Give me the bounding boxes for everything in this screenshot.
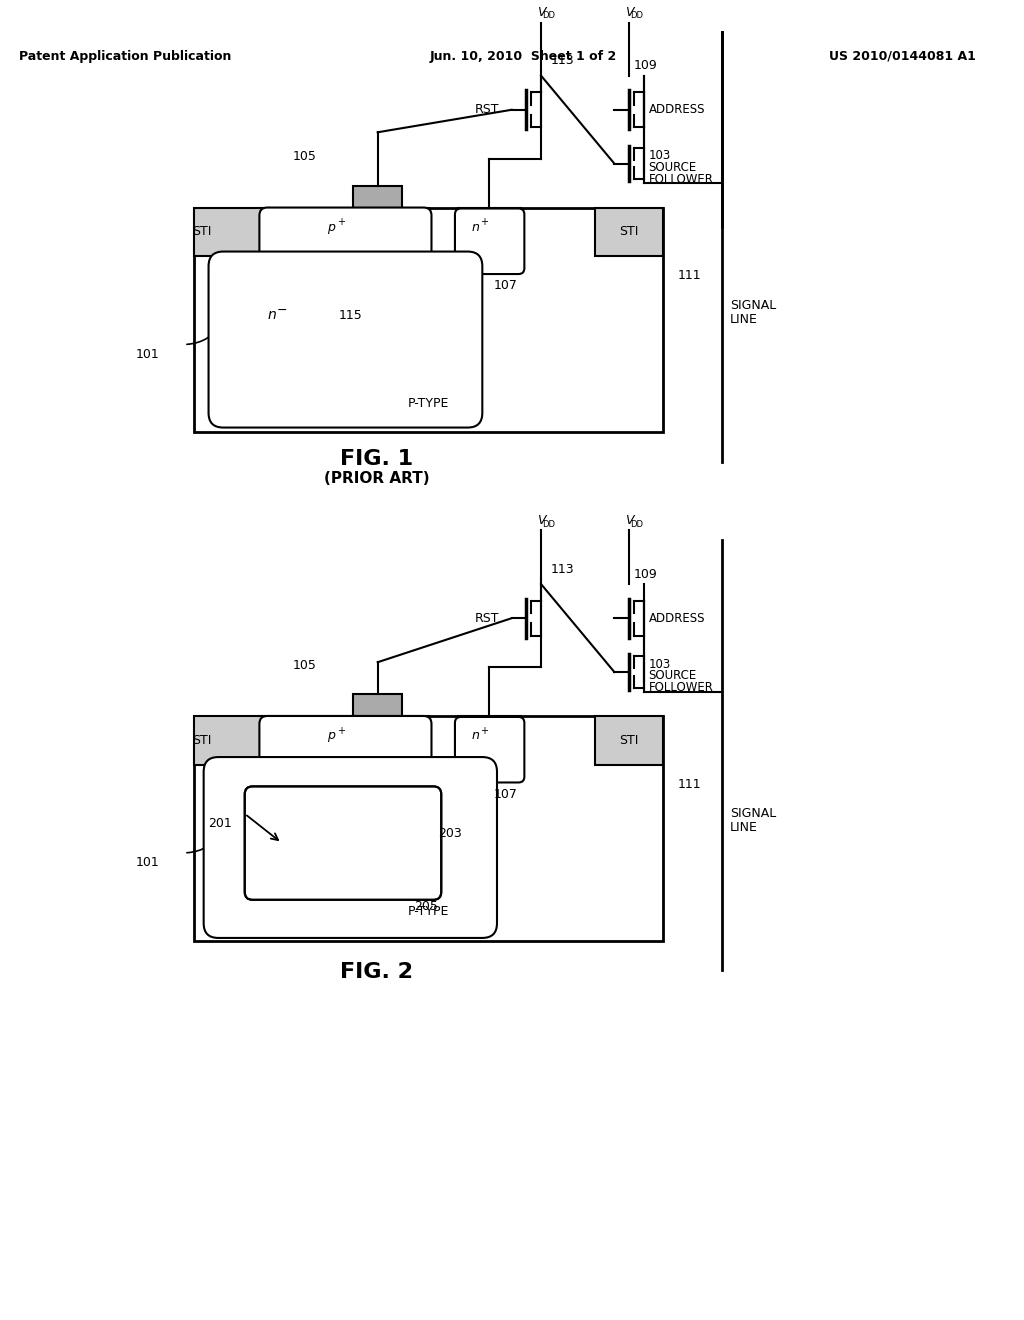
Text: V: V (625, 513, 633, 527)
Text: DD: DD (543, 12, 555, 20)
Text: 107: 107 (494, 280, 518, 292)
Text: SOURCE: SOURCE (648, 161, 696, 174)
Text: n: n (471, 729, 479, 742)
Text: Patent Application Publication: Patent Application Publication (19, 50, 231, 62)
Text: DD: DD (631, 12, 643, 20)
Text: V: V (537, 513, 545, 527)
Text: P-TYPE: P-TYPE (408, 396, 450, 409)
Bar (595, 207, 664, 256)
Bar (353, 186, 402, 207)
Text: 115: 115 (339, 309, 362, 322)
Text: RST: RST (475, 611, 500, 624)
FancyBboxPatch shape (455, 209, 524, 275)
Text: p: p (327, 220, 335, 234)
Text: LINE: LINE (730, 821, 758, 834)
Text: +: + (480, 218, 488, 227)
Text: SOURCE: SOURCE (648, 669, 696, 682)
Text: 109: 109 (634, 59, 657, 73)
Text: 111: 111 (678, 269, 701, 282)
Text: DD: DD (631, 520, 643, 529)
FancyBboxPatch shape (245, 787, 441, 900)
Text: +: + (337, 218, 344, 227)
Text: 203: 203 (438, 826, 462, 840)
Text: DD: DD (543, 520, 555, 529)
Text: n: n (471, 220, 479, 234)
Text: 111: 111 (678, 777, 701, 791)
Text: 105: 105 (293, 150, 316, 164)
FancyBboxPatch shape (259, 715, 431, 791)
Text: LINE: LINE (730, 313, 758, 326)
Text: p: p (327, 729, 335, 742)
FancyBboxPatch shape (455, 717, 524, 783)
Text: 201: 201 (209, 817, 232, 830)
Bar (595, 715, 664, 764)
Text: SIGNAL: SIGNAL (730, 808, 776, 820)
Text: −: − (276, 304, 287, 317)
Text: SIGNAL: SIGNAL (730, 298, 776, 312)
Bar (194, 207, 262, 256)
Text: V: V (537, 5, 545, 18)
FancyBboxPatch shape (204, 758, 497, 939)
Text: STI: STI (620, 226, 639, 239)
Text: 103: 103 (648, 657, 671, 671)
Text: 103: 103 (648, 149, 671, 162)
Text: FIG. 1: FIG. 1 (340, 449, 414, 469)
FancyArrowPatch shape (187, 322, 222, 345)
FancyArrowPatch shape (187, 830, 222, 853)
Text: V: V (625, 5, 633, 18)
Text: RST: RST (475, 103, 500, 116)
Text: ADDRESS: ADDRESS (648, 611, 706, 624)
Bar (262, 715, 429, 764)
Text: +: + (337, 726, 344, 735)
Text: 101: 101 (135, 857, 159, 869)
Text: 113: 113 (551, 562, 574, 576)
Bar (194, 715, 262, 764)
Text: 113: 113 (551, 54, 574, 67)
Text: 205: 205 (414, 900, 437, 913)
Text: Jun. 10, 2010  Sheet 1 of 2: Jun. 10, 2010 Sheet 1 of 2 (430, 50, 617, 62)
Bar (458, 715, 521, 764)
Text: STI: STI (193, 226, 211, 239)
Text: US 2010/0144081 A1: US 2010/0144081 A1 (829, 50, 976, 62)
Text: (PRIOR ART): (PRIOR ART) (324, 471, 429, 486)
Text: STI: STI (193, 734, 211, 747)
Text: n: n (267, 308, 276, 322)
Bar (262, 207, 429, 256)
FancyBboxPatch shape (209, 252, 482, 428)
Text: FOLLOWER: FOLLOWER (648, 173, 714, 186)
Text: P-TYPE: P-TYPE (408, 906, 450, 917)
Text: 101: 101 (135, 347, 159, 360)
Text: 107: 107 (494, 788, 518, 801)
Text: 105: 105 (293, 659, 316, 672)
Bar (353, 694, 402, 715)
FancyArrowPatch shape (247, 816, 279, 840)
Bar (194, 715, 664, 941)
Text: FOLLOWER: FOLLOWER (648, 681, 714, 694)
Text: +: + (480, 726, 488, 735)
Text: ADDRESS: ADDRESS (648, 103, 706, 116)
Text: 109: 109 (634, 568, 657, 581)
Bar (458, 207, 521, 256)
FancyBboxPatch shape (259, 207, 431, 282)
Bar (194, 207, 664, 433)
Text: FIG. 2: FIG. 2 (340, 962, 414, 982)
Text: STI: STI (620, 734, 639, 747)
